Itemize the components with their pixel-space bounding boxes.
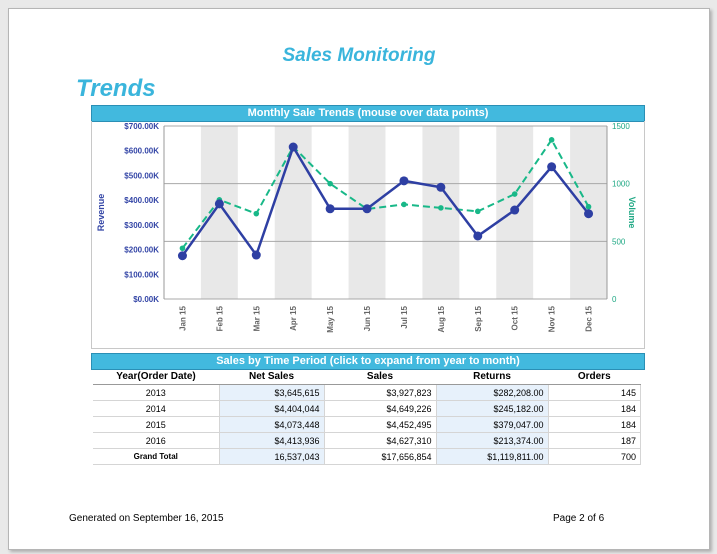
total-sales: $17,656,854 (324, 448, 437, 465)
report-page: Sales Monitoring Trends Monthly Sale Tre… (8, 8, 710, 550)
x-tick-label: Jun 15 (363, 305, 372, 331)
generated-on: Generated on September 16, 2015 (69, 513, 224, 524)
returns-cell: $379,047.00 (436, 416, 549, 433)
y-axis-title: Revenue (96, 194, 106, 232)
volume-data-point[interactable] (401, 201, 407, 208)
x-tick-label: May 15 (326, 305, 335, 332)
year-cell[interactable]: 2015 (93, 416, 220, 433)
grand-total-row: Grand Total 16,537,043 $17,656,854 $1,119,8… (93, 448, 641, 465)
net-sales-cell: $4,413,936 (219, 432, 325, 449)
y-tick-label: $700.00K (124, 122, 159, 131)
volume-data-point[interactable] (179, 245, 186, 252)
col-header-returns: Returns (436, 369, 548, 385)
volume-series-line (181, 137, 590, 249)
chart-panel-header[interactable]: Monthly Sale Trends (mouse over data poi… (91, 105, 645, 122)
volume-data-point[interactable] (438, 205, 444, 211)
col-header-orders: Orders (548, 369, 641, 385)
revenue-data-point[interactable] (473, 231, 483, 241)
x-tick-label: Jul 15 (400, 305, 409, 328)
sales-cell: $3,927,823 (324, 384, 437, 401)
revenue-data-point[interactable] (547, 162, 557, 172)
page-number: Page 2 of 6 (553, 513, 605, 524)
table-row[interactable]: 2013 $3,645,615 $3,927,823 $282,208.00 145 (93, 384, 641, 401)
table-row[interactable]: 2015 $4,073,448 $4,452,495 $379,047.00 184 (93, 416, 641, 433)
col-header-net-sales: Net Sales (219, 369, 324, 385)
orders-cell: 184 (548, 400, 641, 417)
x-tick-label: Feb 15 (215, 305, 224, 331)
y2-tick-label: 1500 (612, 122, 630, 131)
y2-axis-title: Volume (627, 197, 637, 229)
revenue-data-point[interactable] (251, 250, 261, 260)
y-tick-label: $300.00K (124, 221, 159, 230)
returns-cell: $245,182.00 (436, 400, 549, 417)
sales-cell: $4,649,226 (324, 400, 437, 417)
x-tick-label: Dec 15 (585, 305, 594, 331)
revenue-data-point[interactable] (510, 205, 520, 215)
y-tick-label: $0.00K (133, 295, 159, 304)
returns-cell: $213,374.00 (436, 432, 549, 449)
volume-data-point[interactable] (548, 137, 555, 143)
year-cell[interactable]: 2014 (93, 400, 220, 417)
orders-cell: 187 (548, 432, 641, 449)
revenue-series-line (181, 144, 590, 258)
orders-cell: 145 (548, 384, 641, 401)
table-panel-header[interactable]: Sales by Time Period (click to expand fr… (91, 353, 645, 370)
x-tick-label: Mar 15 (252, 305, 261, 331)
section-title: Trends (76, 75, 156, 102)
chart-container: $0.00K $100.00K $200.00K $300.00K $400.00K $5… (91, 121, 645, 349)
x-tick-label: Apr 15 (289, 305, 298, 330)
sales-cell: $4,627,310 (324, 432, 437, 449)
x-tick-label: Jan 15 (178, 305, 187, 330)
table-row[interactable]: 2016 $4,413,936 $4,627,310 $213,374.00 187 (93, 432, 641, 449)
year-cell[interactable]: 2016 (93, 432, 220, 449)
revenue-data-point[interactable] (177, 251, 187, 261)
chart-band (200, 126, 238, 299)
revenue-data-point[interactable] (362, 204, 372, 214)
revenue-data-point[interactable] (436, 182, 446, 192)
x-tick-label: Sep 15 (474, 305, 483, 331)
table-row[interactable]: 2014 $4,404,044 $4,649,226 $245,182.00 184 (93, 400, 641, 417)
volume-data-point[interactable] (585, 203, 592, 210)
revenue-data-point[interactable] (214, 199, 224, 209)
sales-table-container: Year(Order Date) Net Sales Sales Returns… (91, 369, 645, 465)
sales-by-period-table: Year(Order Date) Net Sales Sales Returns… (93, 369, 641, 465)
total-orders: 700 (548, 448, 641, 465)
volume-data-point[interactable] (511, 191, 518, 197)
net-sales-cell: $4,404,044 (219, 400, 325, 417)
revenue-data-point[interactable] (288, 142, 298, 152)
revenue-data-point[interactable] (584, 209, 594, 219)
y-tick-label: $600.00K (124, 147, 159, 156)
monthly-sales-chart: $0.00K $100.00K $200.00K $300.00K $400.00K $5… (96, 122, 637, 333)
year-cell[interactable]: 2013 (93, 384, 220, 401)
x-tick-label: Oct 15 (511, 305, 520, 330)
net-sales-cell: $4,073,448 (219, 416, 325, 433)
sales-cell: $4,452,495 (324, 416, 437, 433)
col-header-year: Year(Order Date) (93, 369, 219, 385)
y2-tick-label: 1000 (612, 180, 630, 189)
total-net-sales: 16,537,043 (219, 448, 325, 465)
y2-tick-label: 0 (612, 295, 617, 304)
y-tick-label: $400.00K (124, 196, 159, 205)
report-title: Sales Monitoring (282, 45, 436, 66)
y2-tick-label: 500 (612, 237, 626, 246)
chart-band (422, 126, 460, 299)
orders-cell: 184 (548, 416, 641, 433)
total-returns: $1,119,811.00 (436, 448, 549, 465)
y-tick-label: $500.00K (124, 171, 159, 180)
volume-data-point[interactable] (474, 208, 481, 215)
returns-cell: $282,208.00 (436, 384, 549, 401)
volume-data-point[interactable] (253, 210, 260, 217)
x-tick-label: Aug 15 (437, 305, 446, 332)
revenue-data-point[interactable] (399, 176, 409, 186)
revenue-data-point[interactable] (325, 204, 335, 214)
chart-band (274, 126, 312, 299)
x-tick-label: Nov 15 (548, 305, 557, 332)
col-header-sales: Sales (324, 369, 436, 385)
y-tick-label: $100.00K (124, 270, 159, 279)
volume-data-point[interactable] (327, 180, 333, 187)
y-tick-label: $200.00K (124, 246, 159, 255)
grand-total-label: Grand Total (93, 448, 220, 465)
table-header-row: Year(Order Date) Net Sales Sales Returns… (93, 369, 641, 385)
net-sales-cell: $3,645,615 (219, 384, 325, 401)
